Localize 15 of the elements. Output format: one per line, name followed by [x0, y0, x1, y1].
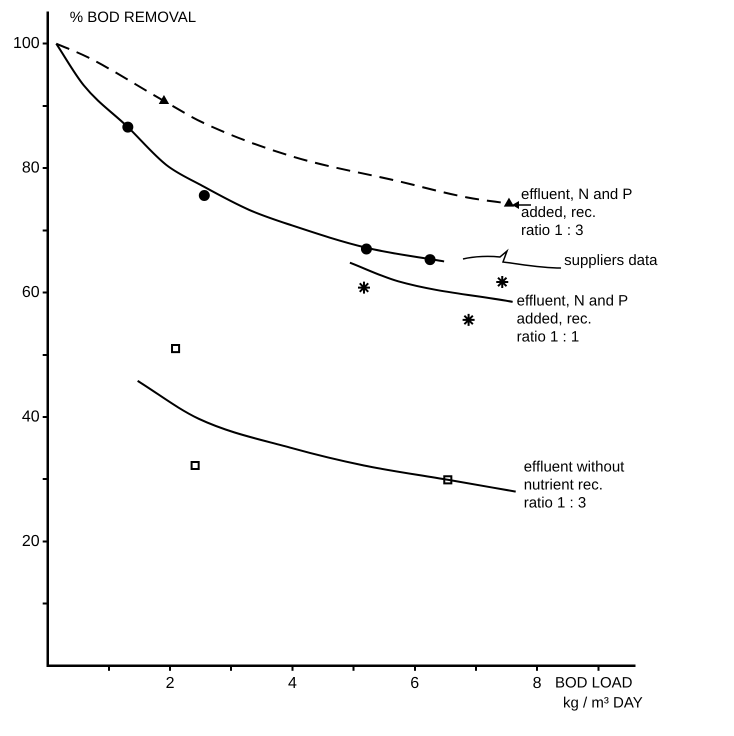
- y-tick-label: 80: [22, 160, 40, 177]
- series-label: effluent without nutrient rec. ratio 1 : 3: [524, 458, 626, 512]
- x-tick-label: 2: [166, 674, 175, 692]
- x-tick-label: 8: [532, 674, 542, 692]
- y-axis-title: % BOD REMOVAL: [70, 9, 196, 26]
- x-tick-label: 4: [288, 674, 297, 692]
- series-label: effluent, N and P added, rec. ratio 1 : 1: [516, 292, 628, 346]
- x-tick-label: 6: [410, 674, 420, 692]
- y-tick-label: 100: [12, 35, 40, 52]
- y-tick-label: 60: [22, 284, 40, 301]
- text: suppliers data: [564, 252, 658, 270]
- x-axis-title: BOD LOAD kg / m³ DAY: [555, 674, 643, 712]
- legend-label: effluent, N and P added, rec. ratio 1 : 3: [520, 186, 632, 240]
- y-tick-label: 40: [22, 408, 40, 426]
- y-tick-label: 20: [22, 532, 40, 550]
